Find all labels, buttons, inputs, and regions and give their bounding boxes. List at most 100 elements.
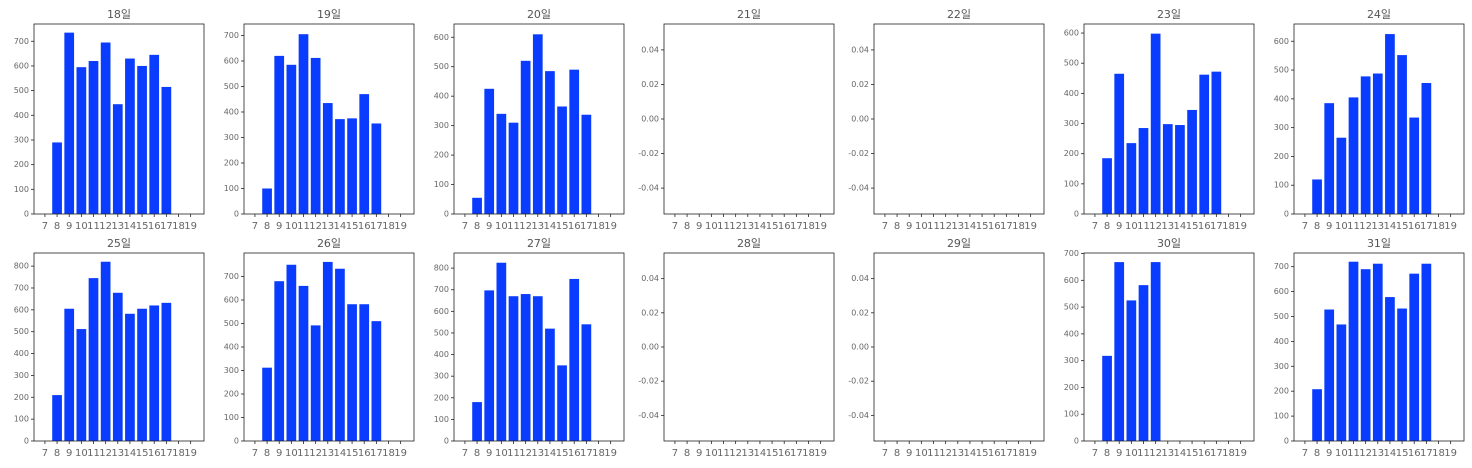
x-tick-label: 14	[1174, 221, 1187, 232]
x-tick-label: 10	[705, 221, 718, 232]
subplot-title: 24일	[1367, 7, 1391, 21]
x-tick-label: 18	[1432, 221, 1445, 232]
x-tick-label: 18	[382, 221, 395, 232]
x-tick-label: 8	[684, 221, 690, 232]
y-tick-label: 300	[434, 372, 449, 381]
x-tick-label: 16	[358, 221, 371, 232]
y-tick-label: 0	[24, 437, 29, 446]
x-tick-label: 18	[1222, 221, 1235, 232]
x-tick-label: 16	[778, 221, 791, 232]
x-tick-label: 11	[507, 221, 520, 232]
x-tick-label: 17	[790, 221, 803, 232]
x-tick-label: 9	[696, 448, 702, 459]
y-tick-label: 500	[434, 62, 449, 71]
y-tick-label: 500	[14, 327, 29, 336]
y-tick-label: 100	[1274, 412, 1289, 421]
x-tick-label: 12	[1359, 448, 1372, 459]
x-tick-label: 13	[951, 448, 964, 459]
x-tick-label: 7	[462, 221, 468, 232]
x-tick-label: 7	[1092, 221, 1098, 232]
y-tick-label: 300	[1064, 119, 1079, 128]
bar	[298, 34, 309, 215]
bar	[581, 114, 592, 214]
y-tick-label: 0	[1284, 437, 1289, 446]
bar	[1150, 262, 1161, 441]
bar	[1138, 285, 1149, 441]
x-tick-label: 19	[1444, 221, 1457, 232]
bar	[335, 268, 345, 441]
x-tick-label: 17	[1420, 221, 1433, 232]
subplot-title: 30일	[1157, 236, 1181, 250]
bar	[1126, 300, 1137, 441]
x-tick-label: 10	[1125, 448, 1138, 459]
y-tick-label: -0.02	[848, 149, 869, 158]
x-tick-label: 14	[334, 221, 347, 232]
x-tick-label: 14	[1384, 448, 1397, 459]
axes-frame	[453, 252, 625, 442]
x-tick-label: 13	[951, 221, 964, 232]
bar	[112, 104, 123, 214]
x-tick-label: 16	[148, 448, 161, 459]
bar	[532, 296, 543, 441]
x-tick-label: 19	[814, 221, 827, 232]
y-tick-label: 0.00	[641, 115, 659, 124]
x-tick-label: 12	[99, 221, 112, 232]
y-tick-label: 100	[1064, 410, 1079, 419]
x-tick-label: 13	[321, 221, 334, 232]
x-tick-label: 19	[394, 448, 407, 459]
bar	[1211, 71, 1222, 215]
x-tick-label: 10	[285, 221, 298, 232]
bar	[472, 197, 482, 214]
bar	[149, 54, 160, 215]
bar	[484, 88, 495, 214]
x-tick-label: 8	[1314, 448, 1320, 459]
bar	[557, 106, 567, 214]
x-tick-label: 8	[264, 221, 270, 232]
x-tick-label: 7	[252, 221, 258, 232]
x-tick-label: 12	[1149, 221, 1162, 232]
y-tick-label: 100	[224, 413, 239, 422]
y-tick-label: 100	[1274, 181, 1289, 190]
subplot-title: 19일	[317, 7, 341, 21]
y-tick-label: 0.02	[641, 308, 659, 317]
y-tick-label: 600	[434, 307, 449, 316]
y-tick-label: 500	[1274, 312, 1289, 321]
y-tick-label: 0.04	[851, 45, 869, 54]
x-tick-label: 14	[1174, 448, 1187, 459]
bar	[286, 64, 297, 215]
y-tick-label: 400	[224, 107, 239, 116]
y-tick-label: 500	[1064, 59, 1079, 68]
bar	[347, 304, 357, 441]
x-tick-label: 13	[741, 448, 754, 459]
bar	[1397, 55, 1407, 214]
x-tick-label: 7	[672, 221, 678, 232]
bar	[149, 305, 160, 441]
x-tick-label: 15	[1186, 221, 1199, 232]
x-tick-label: 8	[1314, 221, 1320, 232]
x-tick-label: 19	[814, 448, 827, 459]
subplot-title: 23일	[1157, 7, 1181, 21]
x-tick-label: 11	[1137, 221, 1150, 232]
y-tick-label: 400	[1274, 94, 1289, 103]
bar	[1162, 124, 1173, 214]
x-tick-label: 18	[172, 448, 185, 459]
bar	[125, 313, 135, 441]
y-tick-label: 500	[224, 82, 239, 91]
x-tick-label: 16	[568, 221, 581, 232]
bar	[371, 123, 382, 214]
x-tick-label: 19	[1234, 448, 1247, 459]
x-tick-label: 14	[1384, 221, 1397, 232]
y-tick-label: 600	[1274, 287, 1289, 296]
subplot-title: 25일	[107, 236, 131, 250]
x-tick-label: 16	[568, 448, 581, 459]
x-tick-label: 11	[507, 448, 520, 459]
x-tick-label: 8	[54, 221, 60, 232]
x-tick-label: 19	[184, 221, 197, 232]
x-tick-label: 19	[604, 221, 617, 232]
bar	[52, 395, 62, 441]
x-tick-label: 16	[358, 448, 371, 459]
axes-frame	[873, 23, 1045, 215]
x-tick-label: 10	[1335, 221, 1348, 232]
x-tick-label: 13	[321, 448, 334, 459]
